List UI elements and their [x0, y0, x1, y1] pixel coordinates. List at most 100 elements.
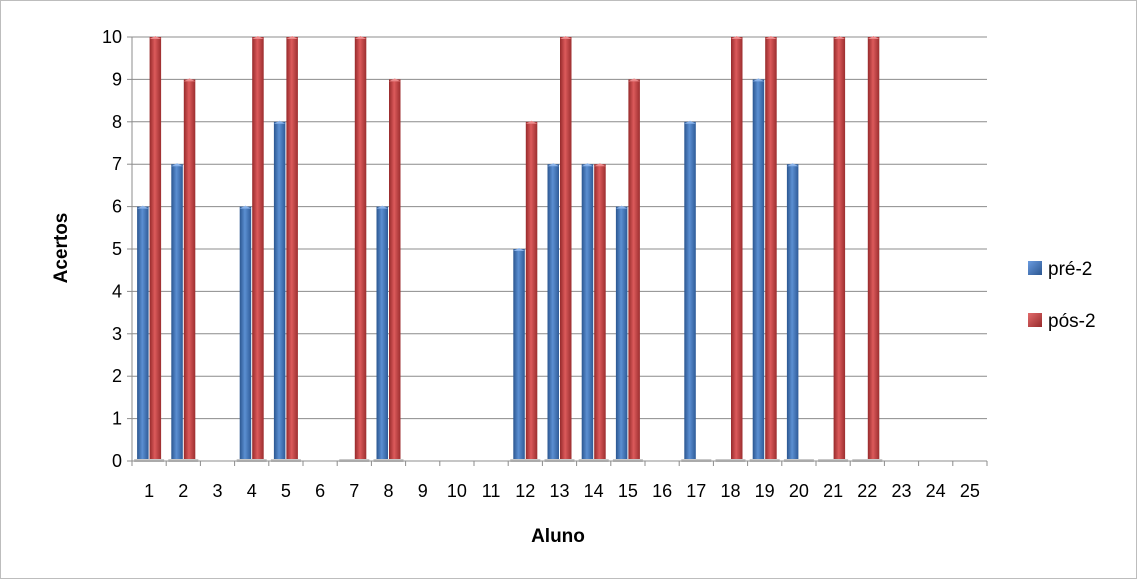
legend-entry-pre-2: pré-2	[1028, 259, 1092, 280]
bar-pos-2-7	[354, 36, 367, 461]
bar-cap	[183, 78, 196, 82]
bar-pre-2-12	[513, 248, 525, 461]
bar-body	[286, 37, 298, 461]
bar-cap	[525, 120, 538, 124]
bar-pos-2-18	[731, 36, 743, 461]
bar-cap	[581, 163, 594, 167]
x-tick-label: 14	[584, 481, 604, 501]
x-tick-label: 1	[144, 481, 154, 501]
bar-body	[354, 37, 367, 461]
bar-body	[731, 37, 743, 461]
x-tick-label: 19	[755, 481, 775, 501]
bar-pos-2-21	[833, 36, 846, 461]
bar-cap	[628, 78, 640, 82]
y-tick-label: 10	[102, 27, 122, 47]
bar-pos-2-14	[594, 163, 606, 461]
bar-cap	[560, 36, 572, 39]
x-tick-label: 7	[349, 481, 359, 501]
bar-cap	[752, 78, 765, 82]
bar-body	[786, 164, 799, 461]
bar-cap	[547, 163, 559, 167]
y-tick-label: 1	[112, 409, 122, 429]
bar-pos-2-22	[867, 36, 880, 461]
bar-body	[252, 37, 264, 461]
bar-body	[615, 206, 628, 461]
x-tick-label: 15	[618, 481, 638, 501]
x-tick-label: 20	[789, 481, 809, 501]
bar-cap	[286, 36, 298, 39]
bar-body	[867, 37, 880, 461]
bar-body	[752, 79, 765, 462]
x-tick-label: 23	[891, 481, 911, 501]
bar-pre-2-2	[171, 163, 183, 461]
bar-cap	[867, 36, 880, 39]
bar-body	[581, 164, 594, 461]
y-tick-label: 9	[112, 69, 122, 89]
x-tick-label: 3	[212, 481, 222, 501]
bar-pre-2-1	[137, 205, 149, 461]
y-tick-label: 5	[112, 239, 122, 259]
bar-cap	[513, 248, 525, 251]
y-tick-label: 8	[112, 112, 122, 132]
bar-pre-2-15	[615, 205, 628, 461]
y-tick-label: 4	[112, 281, 122, 301]
x-tick-label: 24	[926, 481, 946, 501]
legend-swatch	[1028, 261, 1042, 275]
x-tick-label: 11	[482, 481, 501, 501]
bar-body	[594, 164, 606, 461]
x-axis-title: Aluno	[531, 526, 585, 547]
bar-pre-2-17	[684, 120, 696, 462]
bar-pre-2-8	[376, 205, 388, 461]
bar-body	[833, 37, 846, 461]
bar-cap	[149, 36, 162, 39]
legend-label: pré-2	[1048, 259, 1092, 280]
bar-pos-2-15	[628, 78, 640, 462]
bar-cap	[376, 205, 388, 209]
x-tick-label: 5	[281, 481, 291, 501]
bar-cap	[765, 36, 777, 39]
bar-cap	[833, 36, 846, 39]
bar-body	[389, 79, 401, 462]
bar-body	[376, 206, 388, 461]
bar-cap	[354, 36, 367, 39]
legend-label: pós-2	[1048, 311, 1096, 332]
bar-pos-2-2	[183, 78, 196, 462]
y-tick-label: 7	[112, 154, 122, 174]
bar-cap	[389, 78, 401, 82]
bar-pre-2-19	[752, 78, 765, 462]
bar-pos-2-1	[149, 36, 162, 461]
x-tick-label: 13	[549, 481, 569, 501]
axis-ticks	[127, 36, 988, 466]
bar-cap	[252, 36, 264, 39]
bar-body	[513, 249, 525, 461]
x-tick-label: 18	[720, 481, 740, 501]
bar-cap	[137, 205, 149, 209]
bar-pre-2-13	[547, 163, 559, 461]
axes	[131, 37, 987, 462]
bar-pos-2-4	[252, 36, 264, 461]
y-tick-label: 3	[112, 324, 122, 344]
bar-pre-2-4	[239, 205, 252, 461]
bar-cap	[273, 120, 286, 124]
bar-body	[273, 121, 286, 462]
bar-pos-2-12	[525, 120, 538, 462]
bar-body	[560, 37, 572, 461]
x-tick-label: 2	[178, 481, 188, 501]
x-tick-label: 10	[447, 481, 467, 501]
bar-body	[137, 206, 149, 461]
x-tick-label: 21	[823, 481, 843, 501]
x-tick-label: 22	[857, 481, 877, 501]
bar-cap	[239, 205, 252, 209]
y-axis-title: Acertos	[51, 213, 72, 284]
legend: pré-2 pós-2	[1028, 259, 1096, 332]
x-tick-label: 6	[315, 481, 325, 501]
bar-cap	[615, 205, 628, 209]
bar-cap	[594, 163, 606, 167]
bar-body	[183, 79, 196, 462]
x-tick-label: 4	[247, 481, 257, 501]
x-tick-label: 12	[515, 481, 535, 501]
x-tick-label: 16	[652, 481, 672, 501]
bar-pos-2-8	[389, 78, 401, 462]
